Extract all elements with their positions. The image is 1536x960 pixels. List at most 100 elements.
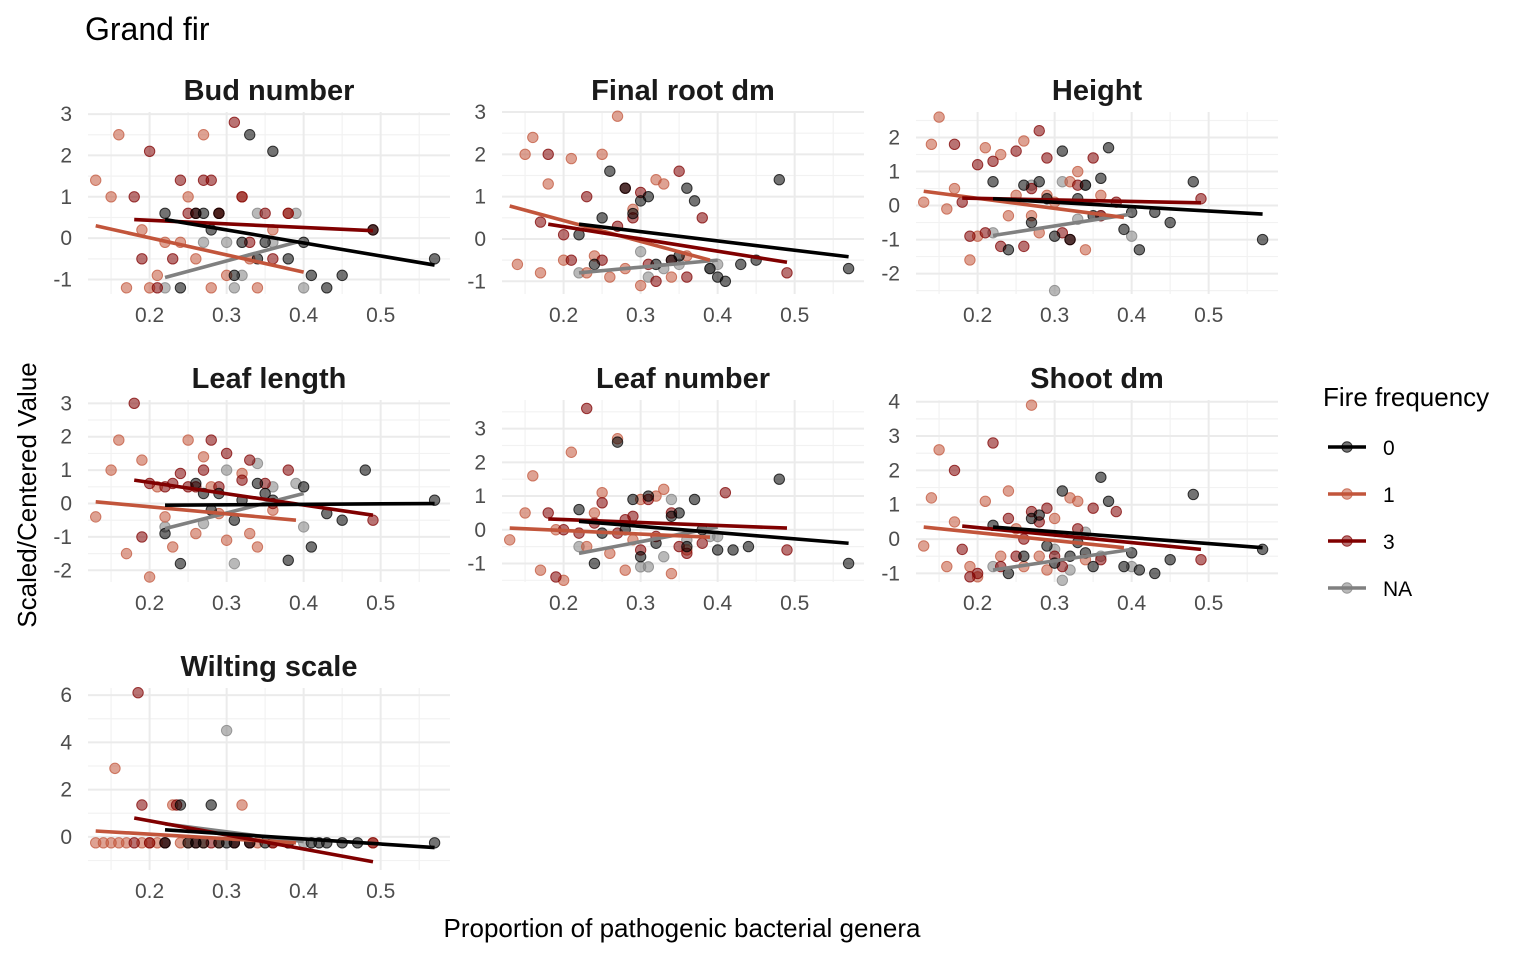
x-tick-label: 0.3 (626, 304, 655, 327)
legend-key-point (1341, 582, 1353, 594)
y-tick-label: 0 (888, 528, 900, 551)
point-fire-3 (1033, 125, 1045, 137)
panel-leaf-length: Leaf length 0.2 0.3 0.4 0.5 -2 -1 0 1 2 3 (53, 363, 450, 615)
panel-final-root-dm: Final root dm 0.2 0.3 0.4 0.5 -1 0 1 2 3 (467, 75, 864, 327)
point-fire-0 (642, 190, 655, 203)
point-fire-3 (781, 267, 793, 279)
y-tick-label: 0 (60, 826, 72, 849)
panel-shoot-dm: Shoot dm 0.2 0.3 0.4 0.5 -1 0 1 2 3 4 (881, 363, 1278, 615)
point-fire-0 (1102, 142, 1115, 154)
point-fire-3 (627, 510, 639, 522)
point-fire-1 (519, 148, 531, 161)
point-fire-na (197, 236, 210, 248)
x-tick-label: 0.3 (212, 880, 241, 903)
point-fire-1 (136, 454, 148, 466)
point-fire-3 (244, 454, 256, 466)
point-fire-0 (251, 477, 264, 490)
point-fire-0 (1048, 230, 1061, 242)
point-fire-3 (1010, 145, 1022, 157)
point-fire-3 (987, 155, 999, 168)
point-fire-1 (1072, 495, 1084, 508)
point-fire-na (1125, 230, 1138, 242)
point-fire-1 (925, 492, 938, 504)
point-fire-3 (1002, 512, 1015, 525)
point-fire-1 (182, 191, 194, 203)
y-tick-label: -2 (53, 559, 72, 582)
y-tick-label: 2 (60, 426, 72, 449)
point-fire-1 (244, 527, 256, 540)
point-fire-1 (1041, 564, 1053, 576)
point-fire-0 (596, 212, 608, 224)
point-fire-1 (1033, 550, 1045, 562)
point-fire-1 (634, 279, 647, 292)
point-fire-0 (1056, 485, 1069, 497)
point-fire-3 (650, 275, 662, 288)
x-tick-label: 0.2 (135, 592, 164, 615)
point-fire-1 (159, 511, 171, 523)
x-tick-label: 0.4 (703, 304, 733, 327)
point-fire-0 (1133, 564, 1146, 576)
point-fire-0 (174, 557, 187, 570)
legend-label-3: 3 (1383, 531, 1395, 554)
point-fire-0 (773, 473, 785, 485)
point-fire-3 (1041, 502, 1053, 514)
point-fire-na (665, 493, 678, 506)
point-fire-3 (781, 544, 793, 556)
point-fire-1 (611, 110, 624, 122)
point-fire-0 (688, 195, 701, 207)
point-fire-3 (205, 434, 217, 446)
x-tick-label: 0.3 (626, 592, 655, 615)
y-tick-label: -1 (53, 269, 72, 292)
trend-line-fire-na (578, 258, 718, 275)
point-fire-1 (995, 550, 1007, 562)
point-fire-0 (197, 207, 210, 220)
point-fire-0 (634, 551, 647, 563)
point-fire-0 (1025, 216, 1038, 229)
point-fire-0 (719, 275, 732, 288)
y-tick-label: 1 (474, 186, 486, 209)
point-fire-3 (979, 227, 992, 239)
point-fire-3 (128, 397, 140, 410)
point-fire-0 (704, 262, 716, 275)
x-tick-label: 0.3 (212, 304, 241, 327)
point-fire-0 (213, 207, 225, 220)
y-tick-label: 4 (60, 731, 72, 754)
point-fire-0 (1018, 179, 1030, 191)
point-fire-3 (542, 507, 554, 519)
panel-title: Wilting scale (180, 651, 357, 683)
point-fire-1 (948, 516, 961, 528)
point-fire-1 (151, 269, 164, 282)
point-fire-0 (681, 540, 693, 553)
point-fire-1 (565, 152, 578, 165)
point-fire-3 (220, 447, 233, 460)
point-fire-3 (596, 497, 608, 509)
point-fire-1 (120, 547, 133, 560)
trend-line-fire-0 (578, 519, 849, 546)
y-tick-label: 0 (60, 227, 72, 250)
point-fire-3 (259, 207, 271, 220)
point-fire-3 (1041, 152, 1053, 164)
point-fire-0 (711, 544, 724, 556)
point-fire-0 (282, 554, 294, 566)
y-tick-label: 2 (60, 144, 72, 167)
point-fire-na (658, 551, 670, 563)
x-tick-label: 0.5 (366, 304, 395, 327)
y-tick-label: 2 (888, 459, 900, 482)
point-fire-na (228, 557, 241, 570)
panel-title: Leaf length (192, 363, 347, 395)
y-tick-label: 1 (60, 186, 72, 209)
chart-title: Grand fir (85, 11, 210, 47)
x-tick-label: 0.4 (703, 592, 733, 615)
point-fire-3 (128, 837, 140, 849)
point-fire-1 (197, 451, 210, 463)
x-tick-label: 0.5 (780, 592, 809, 615)
y-tick-label: 2 (888, 127, 900, 150)
trend-line-fire-1 (923, 189, 1125, 220)
point-fire-0 (359, 464, 371, 476)
point-fire-0 (1095, 172, 1107, 185)
point-fire-1 (588, 507, 601, 519)
trend-line-fire-0 (992, 196, 1263, 216)
point-fire-1 (565, 446, 578, 458)
point-fire-1 (143, 571, 156, 583)
point-fire-1 (120, 282, 133, 294)
